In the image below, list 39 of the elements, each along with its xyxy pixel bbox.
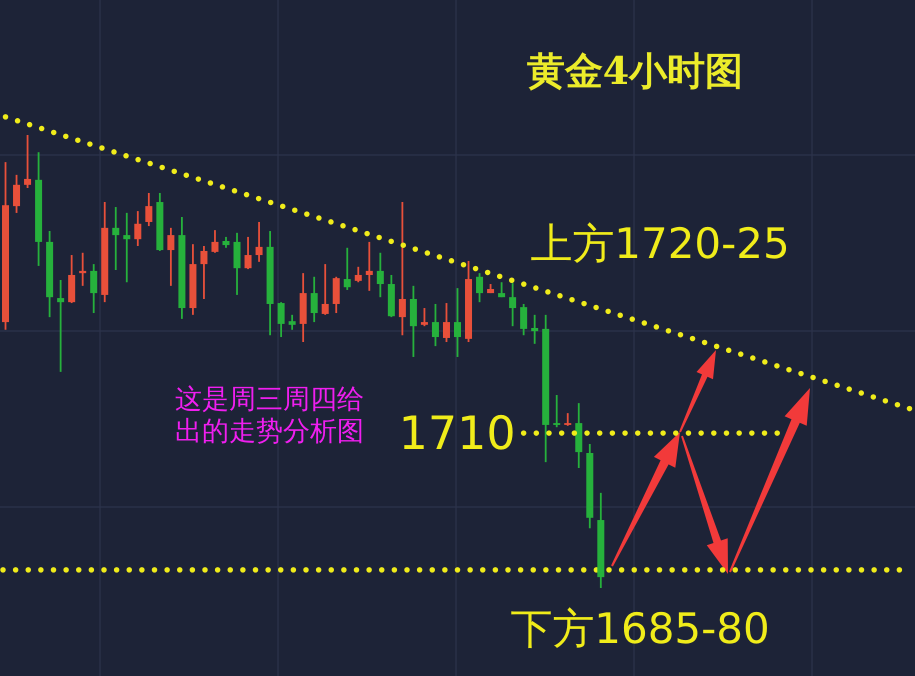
candlestick — [344, 246, 351, 291]
candlestick — [322, 263, 329, 316]
candlestick — [222, 236, 230, 249]
candlestick — [509, 282, 516, 328]
candlestick — [123, 212, 130, 284]
candlestick — [145, 192, 152, 227]
candlestick — [432, 303, 439, 347]
candlestick — [398, 201, 406, 336]
candlestick — [498, 281, 506, 298]
chart-title: 黄金4小时图 — [526, 48, 744, 93]
candlestick — [244, 236, 252, 270]
ref-line-label: 下方1685-80 — [510, 604, 770, 653]
candlestick — [90, 263, 98, 314]
candlestick — [376, 252, 384, 298]
candlestick — [256, 221, 263, 263]
candlestick — [442, 302, 450, 343]
candlestick — [211, 229, 218, 254]
candlestick — [200, 245, 208, 300]
candlestick — [354, 266, 362, 284]
candlestick — [288, 314, 296, 331]
candlestick — [553, 394, 560, 428]
candlestick — [366, 241, 373, 292]
candlestick — [310, 276, 318, 323]
candlestick — [420, 307, 428, 328]
candlestick — [112, 206, 120, 271]
candlestick — [134, 210, 142, 247]
series-label: 1710 — [398, 406, 516, 460]
candlestick — [167, 226, 174, 287]
candlestick — [476, 272, 484, 304]
candlestick — [13, 174, 20, 214]
annotation: 上方1720-25 — [530, 219, 790, 268]
candlestick — [57, 279, 64, 373]
candlestick — [454, 287, 461, 358]
annotation: 这是周三周四给出的走势分析图 — [175, 384, 365, 449]
candlestick — [278, 301, 285, 338]
candlestick — [24, 134, 32, 189]
candlestick — [520, 303, 528, 336]
candlestick — [531, 314, 538, 345]
candlestick — [564, 412, 572, 427]
